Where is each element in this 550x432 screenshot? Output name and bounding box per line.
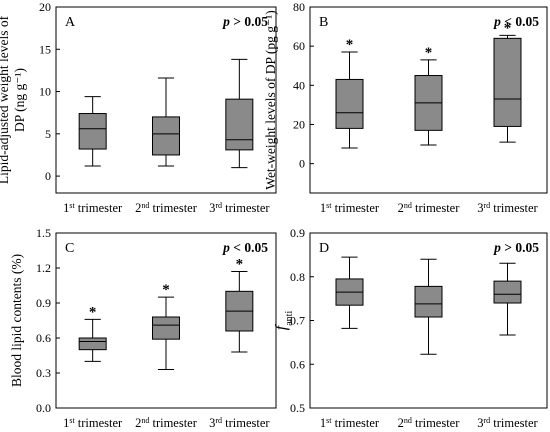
category-label-b-0: 1st trimester [320, 201, 380, 216]
category-label-a-1: 2nd trimester [135, 201, 198, 216]
ylabel-c: Blood lipid contents (%) [9, 254, 24, 387]
box-b-2 [493, 37, 522, 127]
panel-letter-d: D [319, 241, 329, 256]
significance-a: p > 0.05 [222, 14, 268, 29]
ytick-label-d-3: 0.8 [290, 270, 305, 284]
category-label-c-1: 2nd trimester [135, 416, 198, 431]
star-marker-c-2: * [236, 257, 244, 273]
ytick-label-d-1: 0.6 [290, 357, 305, 371]
category-label-b-2: 3rd trimester [477, 201, 538, 216]
star-marker-b-0: * [346, 37, 354, 53]
ytick-label-a-1: 5 [45, 127, 51, 141]
plot-frame-a [55, 6, 277, 194]
significance-b: p < 0.05 [493, 14, 539, 29]
star-marker-b-1: * [425, 45, 433, 61]
box-d-1 [414, 285, 443, 318]
ytick-label-c-0: 0.0 [36, 401, 51, 415]
box-d-2 [493, 280, 522, 304]
significance-c: p < 0.05 [222, 240, 268, 255]
ytick-label-a-2: 10 [39, 85, 51, 99]
panel-letter-b: B [319, 15, 328, 30]
box-c-1 [152, 316, 180, 340]
ytick-label-d-0: 0.5 [290, 401, 305, 415]
ytick-label-b-0: 0 [299, 157, 305, 171]
box-a-0 [78, 113, 107, 150]
ylabel-d: fanti [273, 311, 295, 331]
star-marker-c-1: * [162, 282, 170, 298]
plot-frame-b [309, 6, 548, 194]
category-label-c-2: 3rd trimester [209, 416, 270, 431]
significance-d: p > 0.05 [493, 240, 539, 255]
ylabel-b: Wet-weight levels of DP (pg g⁻¹) [263, 10, 278, 189]
ytick-label-c-3: 0.9 [36, 296, 51, 310]
panel-letter-c: C [65, 241, 74, 256]
panel-letter-a: A [65, 15, 76, 30]
category-label-a-2: 3rd trimester [209, 201, 270, 216]
category-label-b-1: 2nd trimester [398, 201, 461, 216]
ytick-label-d-2: 0.7 [290, 314, 305, 328]
ytick-label-c-4: 1.2 [36, 261, 51, 275]
box-a-1 [152, 116, 180, 156]
category-label-d-2: 3rd trimester [477, 416, 538, 431]
ytick-label-c-1: 0.3 [36, 366, 51, 380]
svg-text:Lipid-adjusted weight levels o: Lipid-adjusted weight levels of [0, 15, 11, 184]
ytick-label-b-3: 60 [293, 39, 305, 53]
ytick-label-a-4: 20 [39, 0, 51, 14]
box-c-0 [78, 337, 107, 351]
ytick-label-b-1: 20 [293, 117, 305, 131]
category-label-d-0: 1st trimester [320, 416, 380, 431]
ytick-label-c-5: 1.5 [36, 226, 51, 240]
category-label-c-0: 1st trimester [63, 416, 123, 431]
ytick-label-b-2: 40 [293, 78, 305, 92]
svg-text:DP (ng g⁻¹): DP (ng g⁻¹) [12, 68, 27, 132]
ytick-label-a-0: 0 [45, 169, 51, 183]
category-label-a-0: 1st trimester [63, 201, 123, 216]
star-marker-b-2: * [504, 20, 512, 36]
ytick-label-d-4: 0.9 [290, 226, 305, 240]
category-label-d-1: 2nd trimester [398, 416, 461, 431]
box-b-0 [335, 78, 364, 129]
ytick-label-b-4: 80 [293, 0, 305, 14]
plot-frame-c [55, 232, 277, 409]
star-marker-c-0: * [89, 304, 97, 320]
ytick-label-c-2: 0.6 [36, 331, 51, 345]
box-a-2 [225, 98, 254, 151]
ytick-label-a-3: 15 [39, 42, 51, 56]
